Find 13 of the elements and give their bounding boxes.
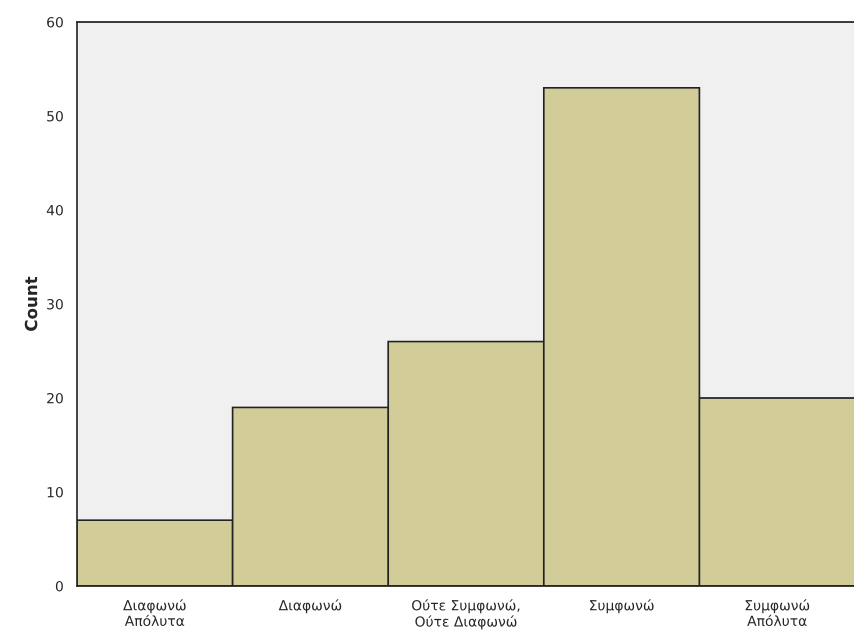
x-tick-label: Συμφωνώ [590, 599, 654, 614]
y-tick-label: 50 [47, 110, 63, 122]
x-tick-label: Διαφωνώ [278, 599, 342, 614]
y-tick-label: 60 [47, 16, 63, 28]
y-tick-label: 40 [46, 204, 63, 216]
y-axis-title: Count [24, 276, 38, 331]
y-tick-label: 30 [47, 298, 63, 310]
y-tick-label: 20 [47, 392, 63, 404]
x-tick-label: Συμφωνώ Απόλυτα [746, 599, 810, 626]
x-tick-label: Ούτε Συμφωνώ, Ούτε Διαφωνώ [412, 599, 520, 630]
x-tick-label: Διαφωνώ Απόλυτα [123, 599, 186, 626]
y-tick-label: 0 [56, 580, 63, 592]
y-tick-label: 10 [48, 486, 63, 498]
